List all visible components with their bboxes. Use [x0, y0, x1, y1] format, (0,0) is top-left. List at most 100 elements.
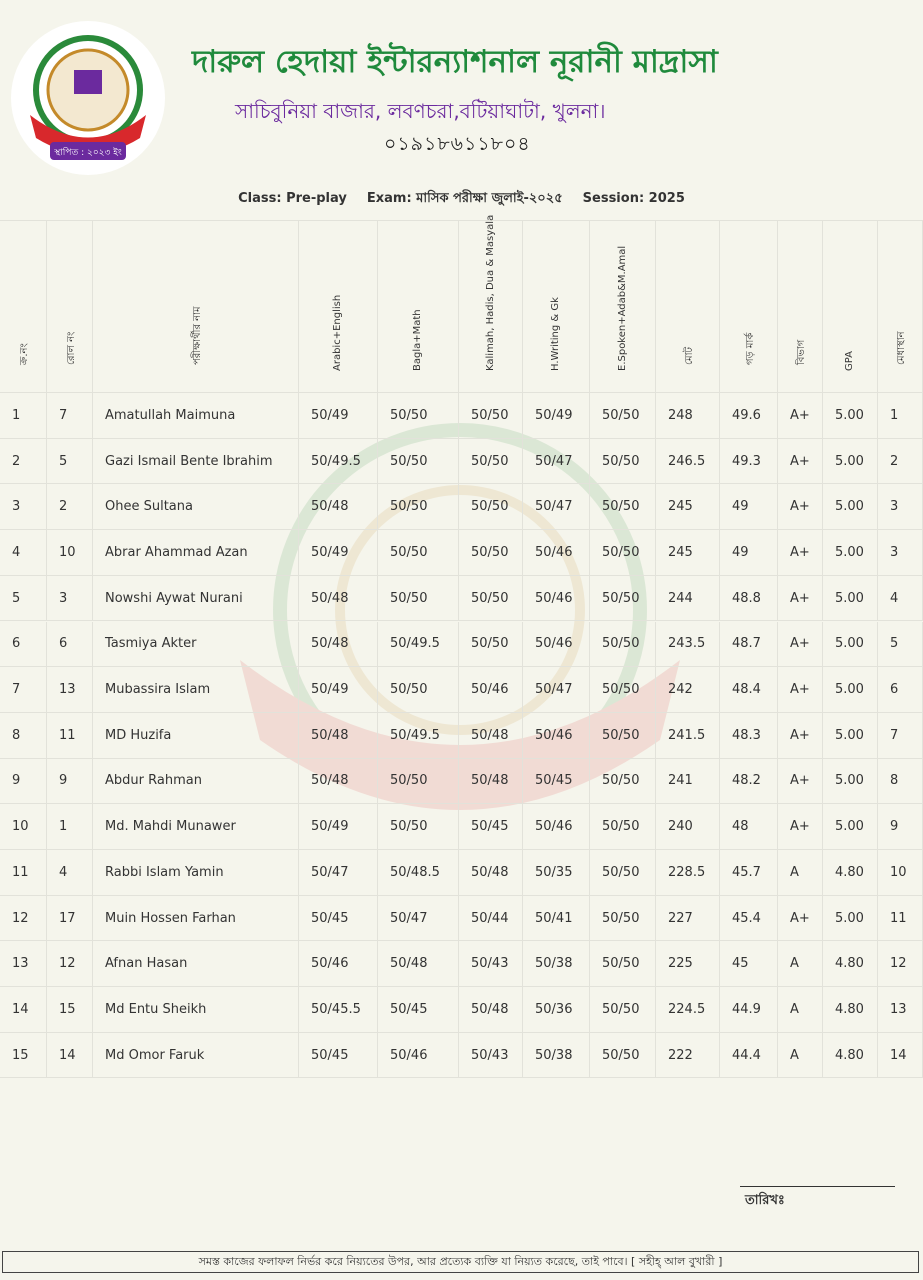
table-cell: 3: [47, 575, 93, 622]
table-cell: 50/50: [590, 621, 656, 668]
table-cell: 246.5: [656, 438, 720, 485]
header-cell: Kalimah, Hadis, Dua & Masyala: [459, 215, 523, 393]
header-text: Arabic+English: [332, 294, 343, 371]
table-cell: 50/45: [523, 758, 590, 805]
table-cell: 4: [47, 850, 93, 896]
table-cell: 7: [878, 712, 923, 759]
table-cell: 48: [720, 804, 778, 850]
table-cell: 50/46: [523, 804, 590, 850]
table-cell: Abdur Rahman: [93, 758, 299, 805]
table-cell: 50/46: [523, 712, 590, 759]
table-cell: 1: [878, 393, 923, 439]
table-cell: 45: [720, 941, 778, 988]
table-cell: 45.4: [720, 895, 778, 942]
table-cell: 50/45: [299, 895, 378, 942]
table-cell: 227: [656, 895, 720, 942]
table-cell: 5.00: [823, 667, 878, 713]
table-cell: 50/49: [299, 667, 378, 713]
header-cell: বিভাগ: [778, 221, 823, 393]
table-cell: 49.3: [720, 438, 778, 485]
header-cell: Bagla+Math: [378, 221, 459, 393]
table-cell: 9: [878, 804, 923, 850]
table-cell: 50/45: [299, 1032, 378, 1079]
table-cell: A+: [778, 575, 823, 622]
table-cell: 3: [0, 484, 47, 531]
table-cell: 50/50: [590, 1032, 656, 1079]
table-cell: 50/48: [459, 850, 523, 896]
header-cell: ক্র.নং: [0, 221, 47, 393]
table-cell: 5: [0, 575, 47, 622]
table-cell: 241.5: [656, 712, 720, 759]
table-cell: 242: [656, 667, 720, 713]
table-cell: A+: [778, 393, 823, 439]
table-cell: Ohee Sultana: [93, 484, 299, 531]
table-cell: 50/46: [523, 621, 590, 668]
session: Session: 2025: [582, 191, 685, 206]
table-cell: 50/50: [590, 484, 656, 531]
table-cell: 7: [47, 393, 93, 439]
header-text: Bagla+Math: [412, 309, 423, 371]
table-cell: 50/47: [523, 667, 590, 713]
table-cell: 50/48: [299, 621, 378, 668]
logo-text: স্থাপিত : ২০২৩ ইং: [53, 147, 122, 158]
exam-info: Class: Pre-play Exam: মাসিক পরীক্ষা জুলাই…: [0, 189, 923, 210]
table-cell: 50/49: [299, 804, 378, 850]
table-cell: 48.3: [720, 712, 778, 759]
table-cell: 5.00: [823, 758, 878, 805]
table-cell: 5.00: [823, 530, 878, 576]
result-table: ক্র.নং রোল নং পরীক্ষার্থীর নাম Arabic+Engli…: [0, 215, 923, 1079]
header-cell: H.Writing & Gk: [523, 221, 590, 393]
header-text: H.Writing & Gk: [550, 297, 561, 371]
table-cell: 6: [878, 667, 923, 713]
table-cell: 50/46: [299, 941, 378, 988]
table-cell: 50/45: [378, 987, 459, 1033]
table-cell: 50/50: [590, 393, 656, 439]
table-cell: A: [778, 987, 823, 1033]
table-cell: 15: [47, 987, 93, 1033]
table-cell: 12: [47, 941, 93, 988]
table-cell: 50/50: [590, 941, 656, 988]
table-cell: A+: [778, 758, 823, 805]
table-cell: 50/48: [459, 758, 523, 805]
table-cell: Rabbi Islam Yamin: [93, 850, 299, 896]
table-cell: 11: [0, 850, 47, 896]
table-cell: 9: [47, 758, 93, 805]
header-cell: গড় মার্ক: [720, 221, 778, 393]
header-cell: Arabic+English: [299, 221, 378, 393]
header-text: বিভাগ: [796, 339, 807, 365]
table-cell: 240: [656, 804, 720, 850]
table-cell: Afnan Hasan: [93, 941, 299, 988]
table-cell: 50/50: [459, 530, 523, 576]
table-cell: 4.80: [823, 941, 878, 988]
table-cell: 50/44: [459, 895, 523, 942]
table-cell: A: [778, 850, 823, 896]
table-cell: 225: [656, 941, 720, 988]
title: দারুল হেদায়া ইন্টারন্যাশনাল নূরানী মাদ্…: [192, 44, 718, 80]
table-cell: 50/50: [590, 895, 656, 942]
table-cell: 50/50: [378, 667, 459, 713]
quote: সমস্ত কাজের ফলাফল নির্ভর করে নিয়্যতের উ…: [2, 1251, 919, 1273]
header-cell: E.Spoken+Adab&M.Amal: [590, 221, 656, 393]
table-cell: Mubassira Islam: [93, 667, 299, 713]
table-cell: A+: [778, 530, 823, 576]
table-cell: 9: [0, 758, 47, 805]
table-cell: 14: [47, 1032, 93, 1079]
table-cell: 50/50: [378, 393, 459, 439]
table-cell: 6: [0, 621, 47, 668]
table-cell: 5: [878, 621, 923, 668]
header-text: GPA: [844, 351, 855, 371]
header-cell: রোল নং: [47, 221, 93, 393]
table-cell: 224.5: [656, 987, 720, 1033]
table-cell: 243.5: [656, 621, 720, 668]
table-cell: 2: [47, 484, 93, 531]
class: Class: Pre-play: [238, 191, 347, 206]
table-cell: 50/47: [299, 850, 378, 896]
logo: স্থাপিত : ২০২৩ ইং: [11, 21, 165, 175]
header-text: পরীক্ষার্থীর নাম: [191, 306, 203, 365]
header-text: E.Spoken+Adab&M.Amal: [616, 245, 628, 371]
table-cell: MD Huzifa: [93, 712, 299, 759]
table-cell: 44.4: [720, 1032, 778, 1079]
table-cell: A+: [778, 667, 823, 713]
table-cell: 5.00: [823, 712, 878, 759]
table-cell: 5.00: [823, 804, 878, 850]
